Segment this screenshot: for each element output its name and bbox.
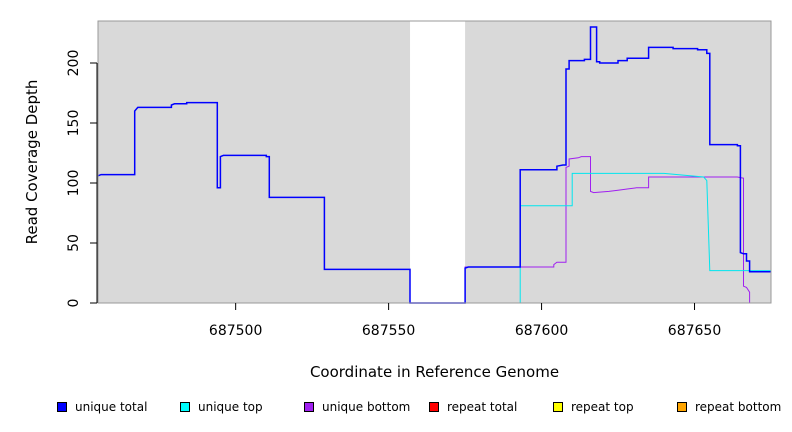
- series-line-unique-total: [97, 26, 771, 304]
- legend-swatch-unique-total: [57, 402, 67, 412]
- legend-swatch-unique-top: [180, 402, 190, 412]
- legend-swatch-repeat-bottom: [677, 402, 687, 412]
- legend-item-repeat-total: repeat total: [429, 400, 517, 414]
- coverage-chart: 687500 687550 687600 687650 0 50 100 150 200 Co…: [23, 20, 772, 381]
- series-line-unique-bottom: [98, 156, 771, 304]
- legend-swatch-repeat-top: [553, 402, 563, 412]
- legend-item-unique-total: unique total: [57, 400, 147, 414]
- y-tick-label: 100: [66, 170, 82, 197]
- legend-swatch-repeat-total: [429, 402, 439, 412]
- x-tick-label: 687500: [209, 323, 262, 339]
- y-tick-label: 150: [66, 110, 82, 137]
- legend-item-unique-top: unique top: [180, 400, 263, 414]
- x-axis: 687500 687550 687600 687650: [209, 303, 721, 339]
- legend-label-repeat-bottom: repeat bottom: [695, 400, 782, 414]
- y-axis-title: Read Coverage Depth: [23, 80, 41, 245]
- legend-label-unique-bottom: unique bottom: [322, 400, 411, 414]
- x-tick-label: 687650: [668, 323, 721, 339]
- legend-label-unique-top: unique top: [198, 400, 263, 414]
- legend-item-repeat-bottom: repeat bottom: [677, 400, 781, 414]
- y-axis: 0 50 100 150 200: [66, 50, 98, 308]
- legend-label-repeat-total: repeat total: [447, 400, 518, 414]
- plot-frame: [97, 20, 772, 304]
- legend-label-repeat-top: repeat top: [571, 400, 634, 414]
- legend-item-unique-bottom: unique bottom: [304, 400, 410, 414]
- x-tick-label: 687550: [362, 323, 415, 339]
- y-tick-label: 0: [66, 299, 82, 308]
- x-axis-title: Coordinate in Reference Genome: [310, 363, 559, 381]
- y-tick-label: 50: [66, 234, 82, 252]
- y-tick-label: 200: [66, 50, 82, 77]
- legend-swatch-unique-bottom: [304, 402, 314, 412]
- legend: unique total unique top unique bottom re…: [0, 400, 792, 420]
- x-tick-label: 687600: [515, 323, 568, 339]
- legend-label-unique-total: unique total: [75, 400, 148, 414]
- plot-background-right: [465, 21, 771, 303]
- legend-item-repeat-top: repeat top: [553, 400, 634, 414]
- plot-background-left: [98, 21, 411, 303]
